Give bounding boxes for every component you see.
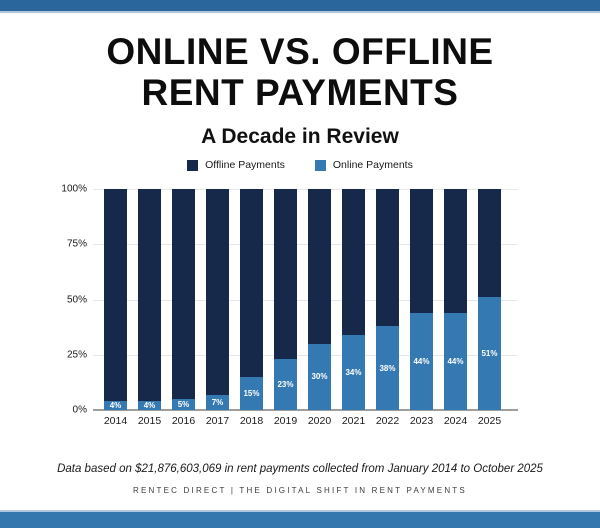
offline-segment <box>206 189 229 395</box>
x-axis-line <box>93 409 518 411</box>
page-title: ONLINE VS. OFFLINE RENT PAYMENTS <box>0 31 600 113</box>
bar-2021: 34% 2021 <box>342 189 365 427</box>
online-segment: 51% <box>478 297 501 410</box>
gridline <box>93 299 518 301</box>
offline-segment <box>172 189 195 399</box>
online-segment: 7% <box>206 394 229 410</box>
legend-item-offline: Offline Payments <box>187 159 285 171</box>
bar-2019: 23% 2019 <box>274 189 297 427</box>
offline-segment <box>342 189 365 335</box>
online-segment: 15% <box>240 376 263 410</box>
x-axis-tick-label: 2020 <box>307 415 332 427</box>
online-percent-label: 23% <box>277 380 294 390</box>
online-percent-label: 4% <box>143 401 156 411</box>
legend-label-offline: Offline Payments <box>205 159 285 171</box>
online-percent-label: 44% <box>413 356 430 366</box>
online-swatch-icon <box>314 159 326 171</box>
online-percent-label: 15% <box>243 388 260 398</box>
offline-segment <box>444 189 467 313</box>
x-axis-tick-label: 2023 <box>409 415 434 427</box>
bar-2024: 44% 2024 <box>444 189 467 427</box>
offline-segment <box>376 189 399 327</box>
online-segment: 23% <box>274 359 297 410</box>
bar-2015: 4% 2015 <box>138 189 161 427</box>
title-line-2: RENT PAYMENTS <box>141 72 459 113</box>
bar-2017: 7% 2017 <box>206 189 229 427</box>
bar-2014: 4% 2014 <box>104 189 127 427</box>
x-axis-tick-label: 2018 <box>239 415 264 427</box>
legend-label-online: Online Payments <box>332 159 413 171</box>
offline-segment <box>410 189 433 313</box>
y-axis: 100% 75% 50% 25% 0% <box>0 184 87 416</box>
online-percent-label: 4% <box>109 401 122 411</box>
online-segment: 44% <box>410 312 433 410</box>
online-percent-label: 7% <box>211 397 224 407</box>
x-axis-tick-label: 2019 <box>273 415 298 427</box>
bar-2016: 5% 2016 <box>172 189 195 427</box>
x-axis-tick-label: 2021 <box>341 415 366 427</box>
x-axis-tick-label: 2014 <box>103 415 128 427</box>
chart-legend: Offline Payments Online Payments <box>0 159 600 171</box>
offline-segment <box>138 189 161 402</box>
chart-subtitle: A Decade in Review <box>201 125 399 148</box>
y-axis-tick-label: 75% <box>66 238 87 250</box>
bottom-border-bar <box>0 510 600 528</box>
gridline <box>93 189 518 190</box>
top-border-bar <box>0 0 600 13</box>
x-axis-tick-label: 2016 <box>171 415 196 427</box>
y-axis-tick-label: 50% <box>66 294 87 305</box>
bar-2022: 38% 2022 <box>376 189 399 427</box>
gridline <box>93 354 518 356</box>
bar-2020: 30% 2020 <box>308 189 331 427</box>
gridlines <box>93 189 518 411</box>
offline-swatch-icon <box>187 159 199 171</box>
gridline <box>93 244 518 246</box>
plot-area: 4% 2014 4% 2015 5% 2016 7% 2017 15% 2018 23% 2019 30… <box>93 189 518 427</box>
online-segment: 5% <box>172 398 195 410</box>
online-segment: 4% <box>138 401 161 410</box>
credit-line: RENTEC DIRECT | THE DIGITAL SHIFT IN REN… <box>133 486 467 495</box>
online-percent-label: 38% <box>379 363 396 373</box>
online-percent-label: 51% <box>481 349 498 359</box>
online-segment: 34% <box>342 334 365 410</box>
x-axis-tick-label: 2025 <box>477 415 502 427</box>
data-source-note: Data based on $21,876,603,069 in rent pa… <box>57 463 543 475</box>
bar-2023: 44% 2023 <box>410 189 433 427</box>
offline-segment <box>478 189 501 298</box>
offline-segment <box>240 189 263 377</box>
online-percent-label: 44% <box>447 356 464 366</box>
online-percent-label: 30% <box>311 372 328 382</box>
x-axis-tick-label: 2015 <box>137 415 162 427</box>
online-segment: 44% <box>444 312 467 410</box>
online-segment: 30% <box>308 343 331 410</box>
x-axis-tick-label: 2017 <box>205 415 230 427</box>
y-axis-tick-label: 25% <box>66 349 87 361</box>
y-axis-tick-label: 0% <box>72 404 87 416</box>
y-axis-tick-label: 100% <box>61 183 87 195</box>
bar-2018: 15% 2018 <box>240 189 263 427</box>
bar-2025: 51% 2025 <box>478 189 501 427</box>
offline-segment <box>308 189 331 344</box>
online-percent-label: 5% <box>177 399 190 409</box>
x-axis-tick-label: 2024 <box>443 415 468 427</box>
online-segment: 38% <box>376 326 399 410</box>
online-segment: 4% <box>104 401 127 410</box>
offline-segment <box>274 189 297 360</box>
bars: 4% 2014 4% 2015 5% 2016 7% 2017 15% 2018 23% 2019 30… <box>93 189 518 427</box>
x-axis-tick-label: 2022 <box>375 415 400 427</box>
title-line-1: ONLINE VS. OFFLINE <box>106 31 494 72</box>
legend-item-online: Online Payments <box>314 159 413 171</box>
online-percent-label: 34% <box>345 367 362 377</box>
offline-segment <box>104 189 127 402</box>
